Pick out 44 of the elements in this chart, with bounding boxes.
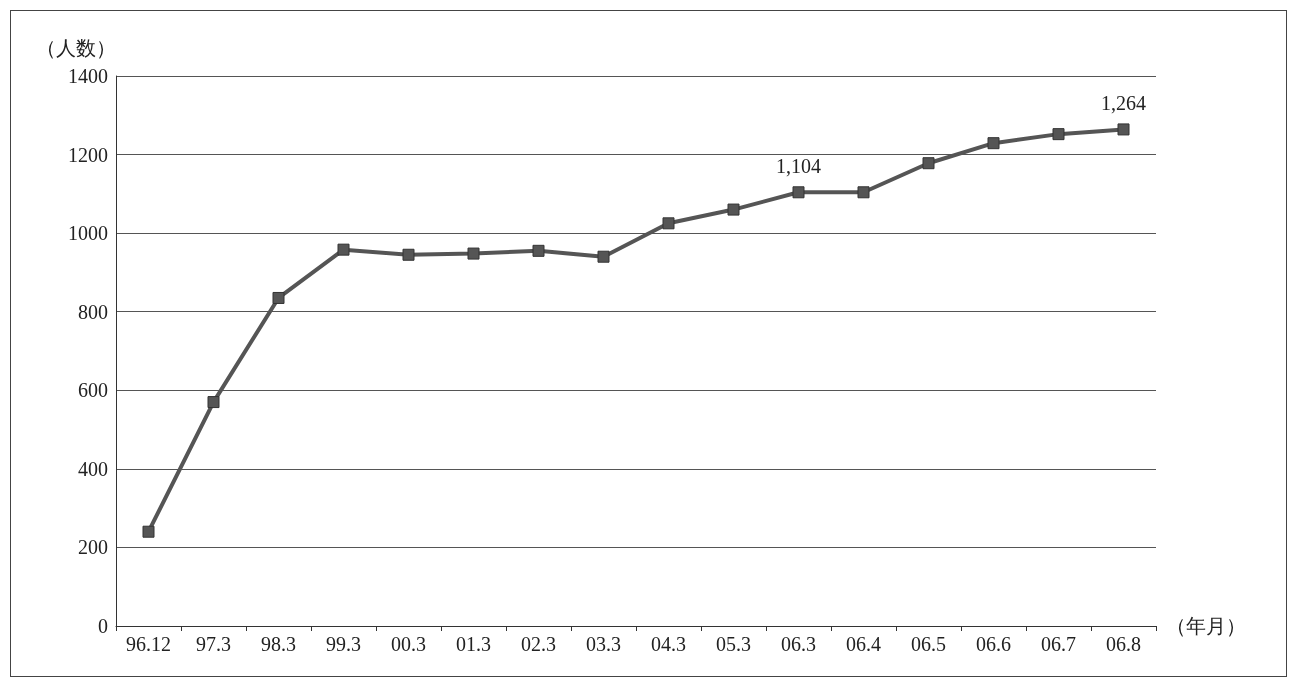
- point: [142, 525, 155, 538]
- point: [207, 396, 220, 409]
- x-tick-label: 02.3: [521, 633, 556, 655]
- x-tick-label: 06.7: [1041, 633, 1076, 655]
- x-tick-label: 03.3: [586, 633, 621, 655]
- point: [1052, 128, 1065, 141]
- x-tick-label: 00.3: [391, 633, 426, 655]
- x-tick-label: 97.3: [196, 633, 231, 655]
- point: [597, 250, 610, 263]
- y-tick-label: 1200: [68, 143, 108, 166]
- y-tick-label: 0: [98, 615, 108, 637]
- x-tick-label: 06.8: [1106, 633, 1141, 655]
- y-axis-title: （人数）: [36, 37, 116, 59]
- y-tick-label: 800: [78, 300, 108, 323]
- x-tick-label: 01.3: [456, 633, 491, 655]
- point: [402, 248, 415, 261]
- x-tick-label: 06.5: [911, 633, 946, 655]
- point: [467, 247, 480, 260]
- x-tick-label: 06.3: [781, 633, 816, 655]
- y-tick-label: 600: [78, 379, 108, 402]
- point: [532, 244, 545, 257]
- y-tick-label: 1000: [68, 222, 108, 245]
- data-label: 1,104: [776, 155, 821, 178]
- x-axis-title: （年月）: [1166, 615, 1246, 637]
- point: [987, 137, 1000, 150]
- y-tick-label: 400: [78, 457, 108, 480]
- x-tick-label: 99.3: [326, 633, 361, 655]
- x-tick-label: 06.4: [846, 633, 881, 655]
- x-tick-label: 04.3: [651, 633, 686, 655]
- point: [727, 203, 740, 216]
- point: [272, 291, 285, 304]
- point: [337, 243, 350, 256]
- data-label: 1,264: [1101, 92, 1146, 115]
- point: [1117, 123, 1130, 136]
- y-tick-label: 200: [78, 536, 108, 559]
- point: [857, 186, 870, 199]
- x-tick-label: 05.3: [716, 633, 751, 655]
- point: [792, 186, 805, 199]
- x-tick-label: 06.6: [976, 633, 1011, 655]
- point: [662, 217, 675, 230]
- x-tick-label: 96.12: [126, 633, 171, 655]
- point: [922, 157, 935, 170]
- y-tick-label: 1400: [68, 65, 108, 87]
- x-tick-label: 98.3: [261, 633, 296, 655]
